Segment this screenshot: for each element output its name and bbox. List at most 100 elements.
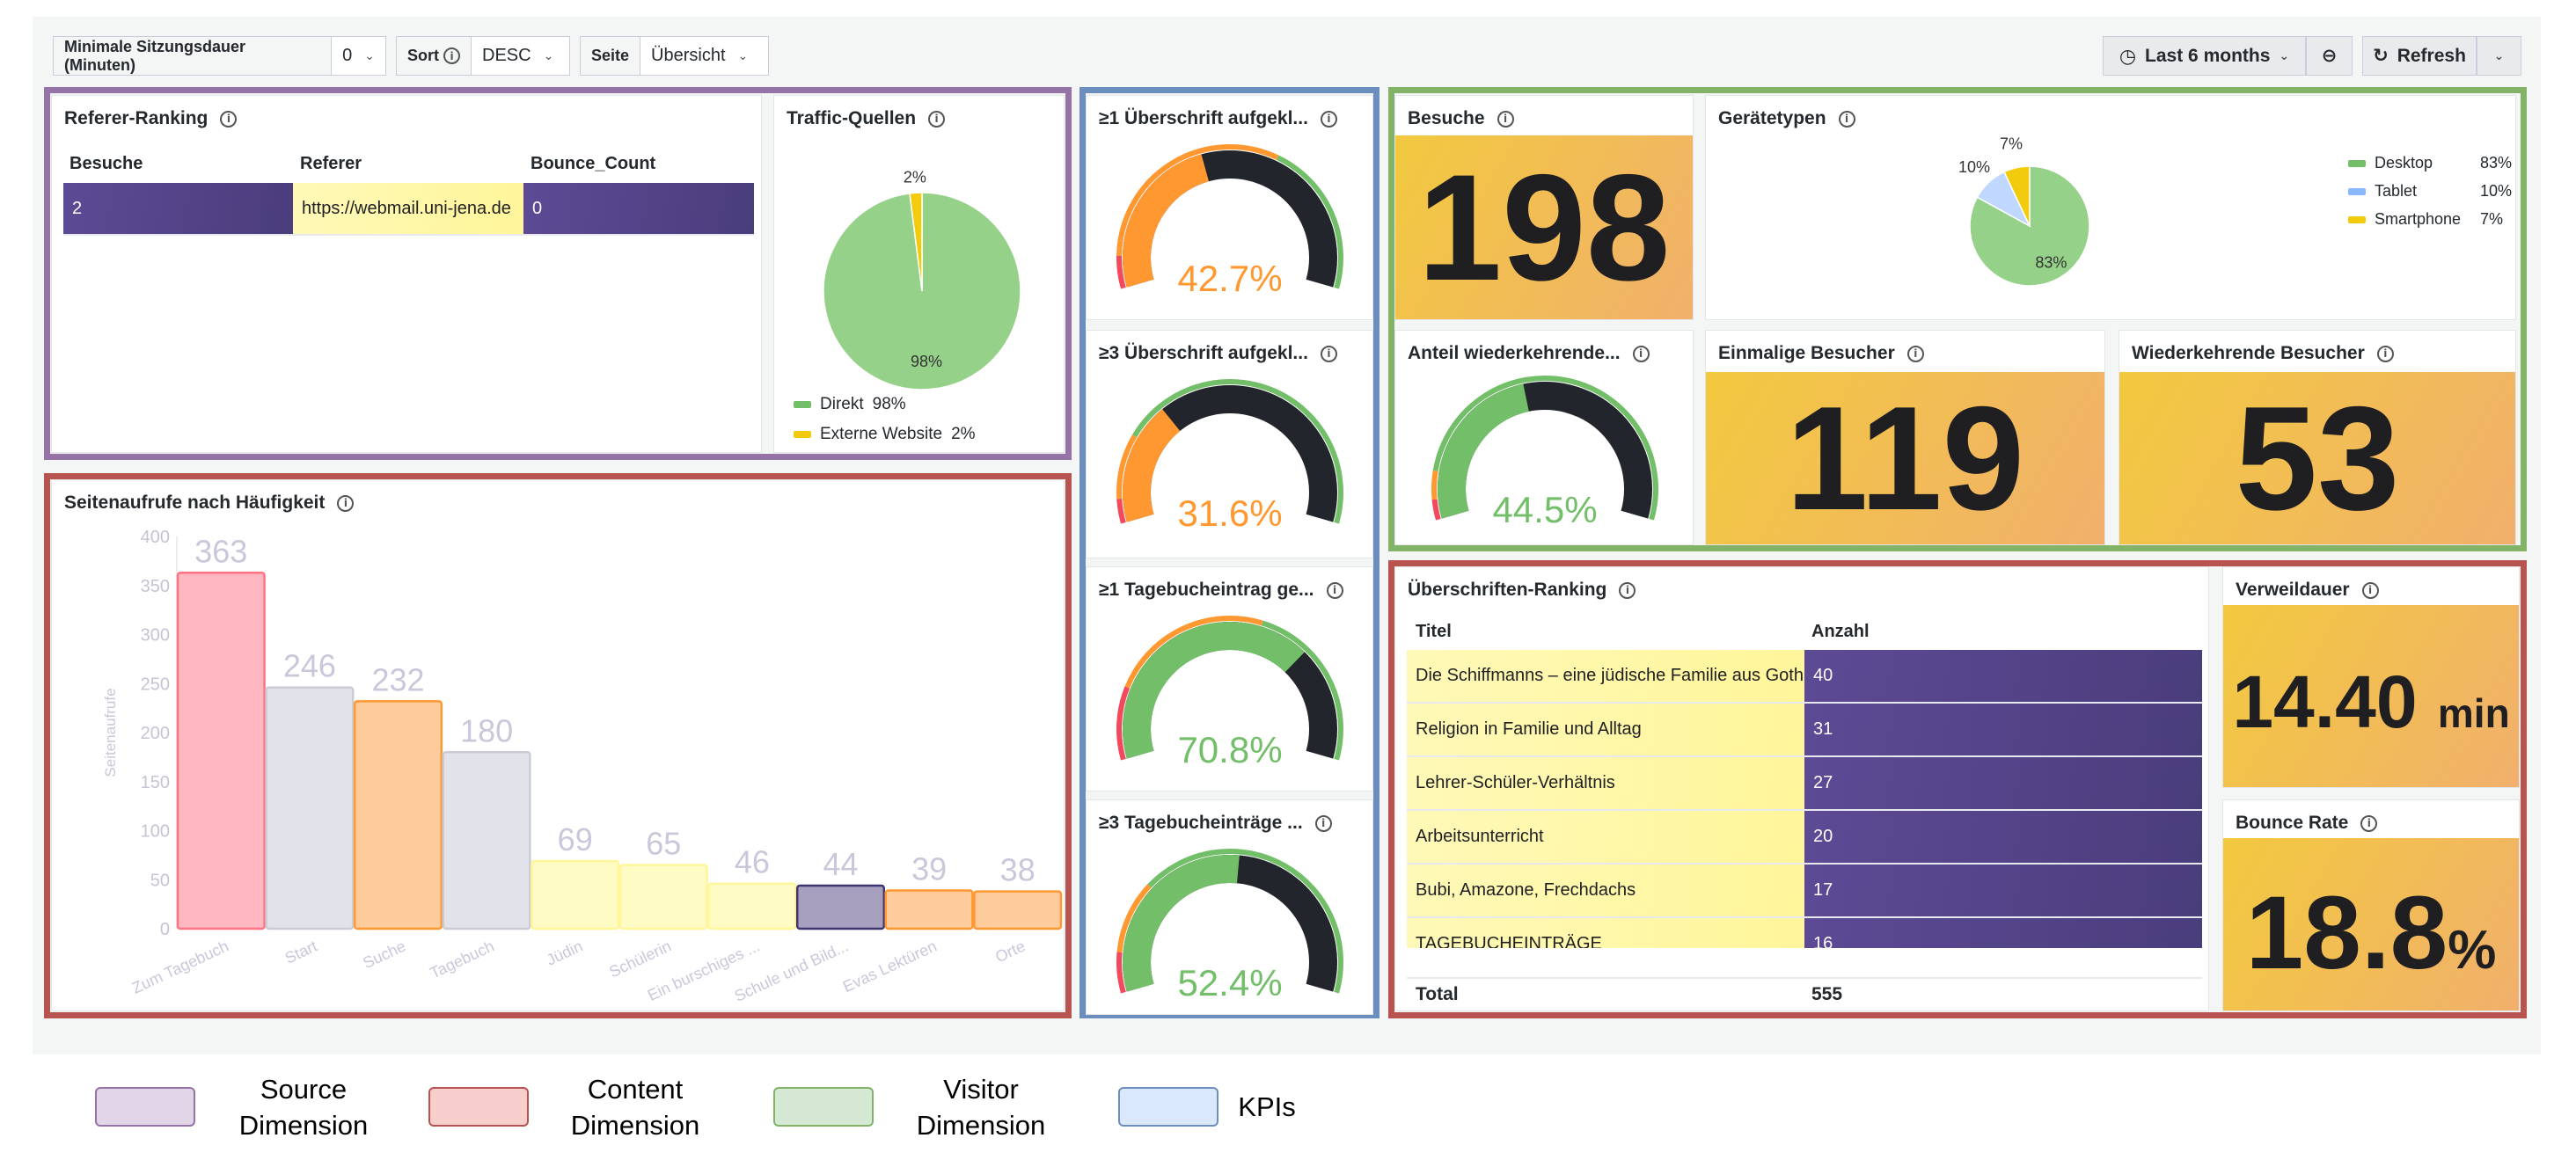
min-session-label: Minimale Sitzungsdauer (Minuten) [54,37,333,75]
divider [1407,977,2202,979]
info-icon[interactable]: i [1326,581,1343,599]
info-icon[interactable]: i [337,494,355,512]
threshold-arc [1116,884,1152,952]
table-cell[interactable]: Bubi, Amazone, Frechdachs [1407,865,1804,918]
bar[interactable] [531,859,620,930]
min-session-variable[interactable]: Minimale Sitzungsdauer (Minuten) 0 ⌄ [53,36,386,76]
panel-title-text: Besuche [1408,108,1485,128]
min-session-select[interactable]: 0 ⌄ [332,37,385,75]
pie-slice[interactable] [909,192,923,292]
legend-label: Direkt [820,395,864,413]
info-icon[interactable]: i [220,110,238,128]
page-variable[interactable]: Seite Übersicht ⌄ [580,36,769,76]
gauge-value-text: 31.6% [1177,492,1282,534]
threshold-arc [1431,470,1438,500]
column-header-besuche[interactable]: Besuche [70,154,143,173]
kpi-frame [1079,87,1379,1018]
info-icon[interactable]: i [1838,110,1855,128]
info-icon[interactable]: i [1906,345,1924,362]
time-range-picker[interactable]: ◷ Last 6 months ⌄ [2103,36,2306,76]
kpi-gauge: 42.7% [1116,144,1343,299]
gauge-value-text: 42.7% [1177,258,1282,299]
panel-title: Gerätetypen i [1718,108,1855,129]
pie-slice[interactable] [2003,165,2031,227]
table-cell: 20 [1804,811,2202,865]
info-icon[interactable]: i [443,47,461,64]
threshold-arc [1124,616,1263,689]
legend-item[interactable]: Externe Website 2% [794,425,976,444]
bar[interactable] [353,700,443,930]
column-header-bounce-count[interactable]: Bounce_Count [531,154,656,173]
info-icon[interactable]: i [1320,345,1337,362]
column-header-referer[interactable]: Referer [300,154,362,173]
threshold-arc [1116,144,1279,256]
page-select[interactable]: Übersicht ⌄ [640,37,758,75]
panel-title-text: Einmalige Besucher [1718,343,1895,363]
page-value: Übersicht [651,46,726,65]
bounce-rate-stat: 18.8% [2223,838,2519,1010]
bar[interactable] [707,882,797,930]
legend-line: Content [587,1074,684,1105]
bar[interactable] [265,686,355,930]
bar[interactable] [176,572,266,930]
bar-value-label: 232 [371,661,424,697]
legend-item[interactable]: Desktop 83% [2348,154,2512,172]
pie-slice[interactable] [1969,165,2090,287]
bar-value-label: 46 [735,844,770,880]
panel-title-text: Traffic-Quellen [787,108,917,128]
table-cell[interactable]: TAGEBUCHEINTRÄGE [1407,918,1804,948]
info-icon[interactable]: i [1320,110,1337,128]
sort-select[interactable]: DESC ⌄ [472,37,564,75]
zoom-out-button[interactable]: ⊖ [2306,36,2353,76]
legend-item[interactable]: Direkt 98% [794,395,906,414]
info-icon[interactable]: i [1314,814,1332,832]
headings-table-body[interactable]: Die Schiffmanns – eine jüdische Familie … [1407,650,2202,948]
y-tick-label: 200 [141,724,170,743]
table-cell[interactable]: Religion in Familie und Alltag [1407,704,1804,757]
panel-title-text: Anteil wiederkehrende... [1408,343,1621,363]
legend-item[interactable]: Smartphone 7% [2348,210,2503,229]
device-types-pie: 83% 10% 7% [1958,135,2090,287]
panel-title: Anteil wiederkehrende... i [1408,343,1650,364]
legend-label: Smartphone [2375,210,2462,228]
legend-item[interactable]: Tablet 10% [2348,182,2512,201]
table-cell: 16 [1804,918,2202,948]
pie-label: 83% [2035,253,2067,271]
refresh-button[interactable]: ↻ Refresh [2362,36,2477,76]
table-cell[interactable]: https://webmail.uni-jena.de [293,183,523,236]
bar[interactable] [884,889,974,930]
threshold-arc [1116,952,1126,994]
refresh-interval-dropdown[interactable]: ⌄ [2477,36,2521,76]
kpi-gauge-panel: ≥1 Tagebucheintrag ge... i 70.8% [1086,566,1373,792]
bar[interactable] [442,751,531,930]
table-cell[interactable]: Arbeitsunterricht [1407,811,1804,865]
info-icon[interactable]: i [1632,345,1650,362]
threshold-arc [1116,255,1126,289]
bar[interactable] [973,890,1063,930]
legend-line: Dimension [570,1110,700,1141]
bar[interactable] [795,884,886,930]
info-icon[interactable]: i [1497,110,1514,128]
threshold-arc [1116,434,1138,500]
bounce-rate-unit: % [2448,920,2497,981]
info-icon[interactable]: i [2361,581,2379,599]
legend-line: Source [260,1074,348,1105]
info-icon[interactable]: i [2376,345,2394,362]
table-cell[interactable]: Lehrer-Schüler-Verhältnis [1407,757,1804,811]
panel-title: ≥3 Tagebucheinträge ... i [1099,813,1332,834]
bar-value-label: 39 [911,851,947,887]
info-icon[interactable]: i [1619,581,1636,599]
chevron-down-icon: ⌄ [543,48,554,62]
panel-title: Bounce Rate i [2236,813,2378,834]
column-header-anzahl[interactable]: Anzahl [1811,622,1870,641]
legend-value: 98% [872,395,906,413]
info-icon[interactable]: i [2360,814,2378,832]
table-cell[interactable]: Die Schiffmanns – eine jüdische Familie … [1407,650,1804,704]
sort-variable[interactable]: Sort i DESC ⌄ [396,36,570,76]
device-types-panel: Gerätetypen i 83% 10% 7% Desktop 83% Tablet 10… [1705,95,2516,320]
bar[interactable] [618,864,708,930]
info-icon[interactable]: i [928,110,946,128]
clock-icon: ◷ [2119,44,2137,67]
column-header-titel[interactable]: Titel [1416,622,1452,641]
legend-swatch [794,401,811,408]
